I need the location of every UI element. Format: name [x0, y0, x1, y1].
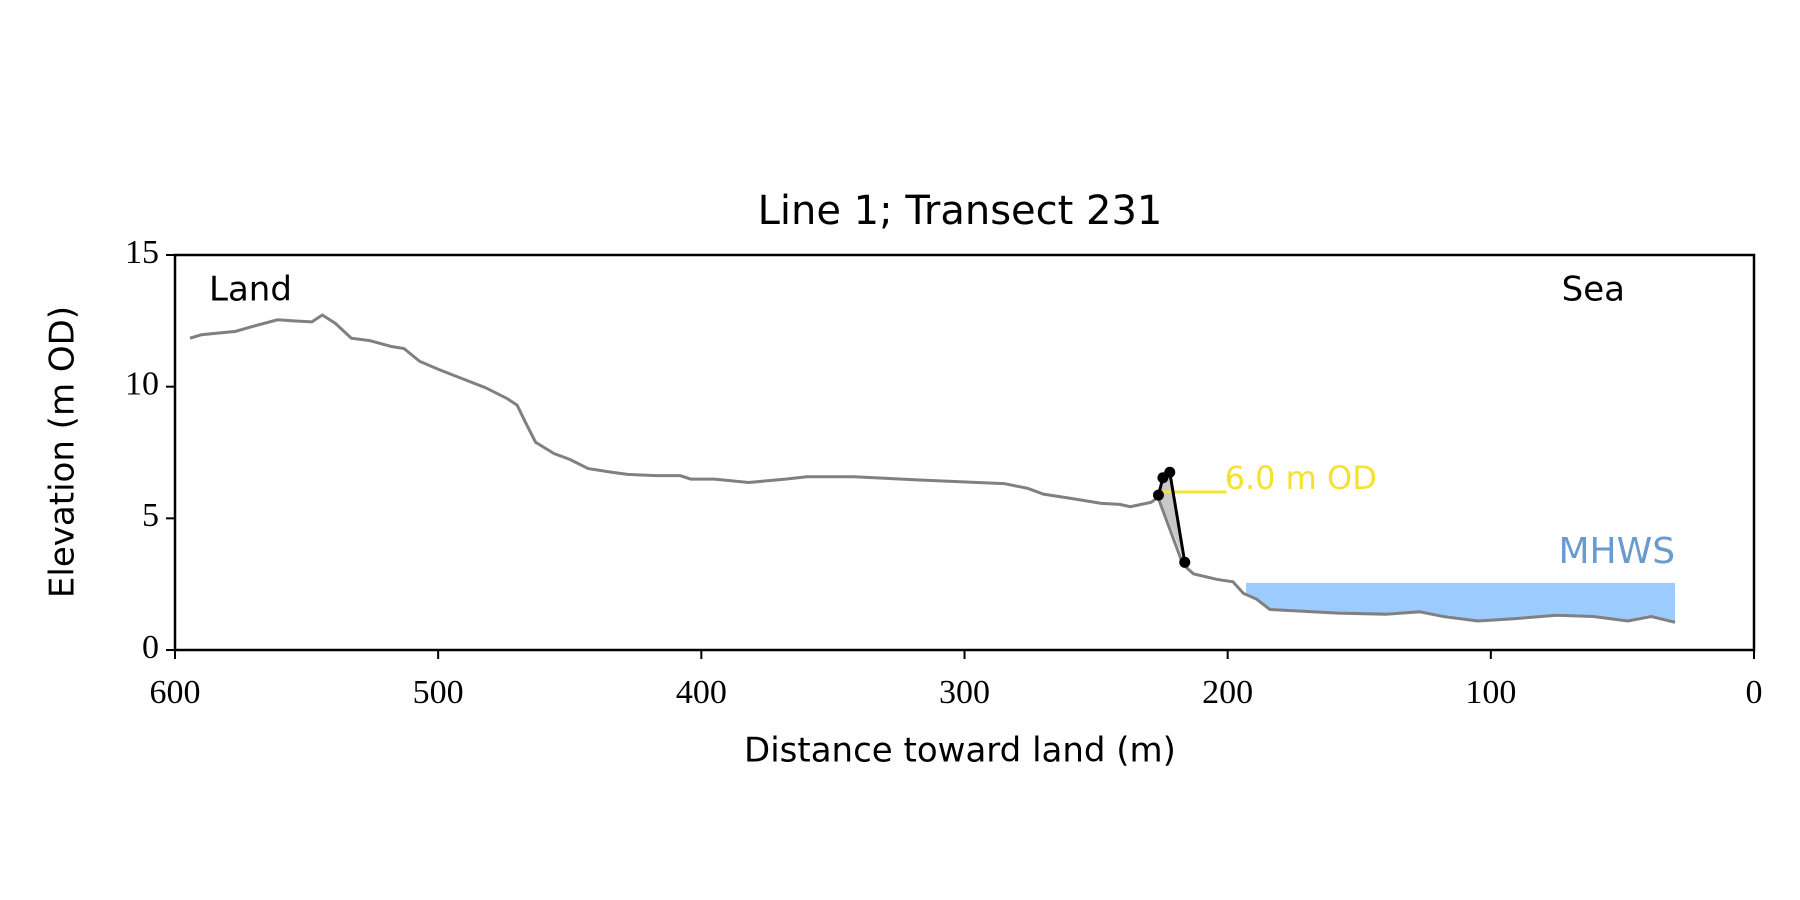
y-tick-label: 15	[125, 234, 159, 271]
mhws-label: MHWS	[1558, 531, 1675, 572]
land-label: Land	[209, 270, 292, 310]
y-axis-label: Elevation (m OD)	[43, 306, 83, 598]
y-tick-label: 5	[142, 497, 159, 534]
x-tick-label: 500	[413, 674, 464, 711]
y-tick-label: 0	[142, 629, 159, 666]
x-tick-label: 200	[1202, 674, 1253, 711]
cliff-shade	[1158, 472, 1185, 563]
x-axis-label: Distance toward land (m)	[744, 731, 1176, 771]
y-tick-label: 10	[125, 365, 159, 402]
sea-label: Sea	[1562, 270, 1625, 310]
cliff-point	[1164, 466, 1176, 478]
threshold-label: 6.0 m OD	[1225, 459, 1377, 497]
x-tick-label: 0	[1746, 674, 1763, 711]
chart-title: Line 1; Transect 231	[758, 188, 1163, 234]
x-tick-label: 400	[676, 674, 727, 711]
cliff-point	[1179, 556, 1191, 568]
mhws-area	[1246, 582, 1676, 623]
cliff-point	[1152, 489, 1164, 501]
x-tick-label: 600	[150, 674, 201, 711]
x-tick-label: 100	[1465, 674, 1516, 711]
x-tick-label: 300	[939, 674, 990, 711]
profile-line	[189, 313, 1676, 624]
